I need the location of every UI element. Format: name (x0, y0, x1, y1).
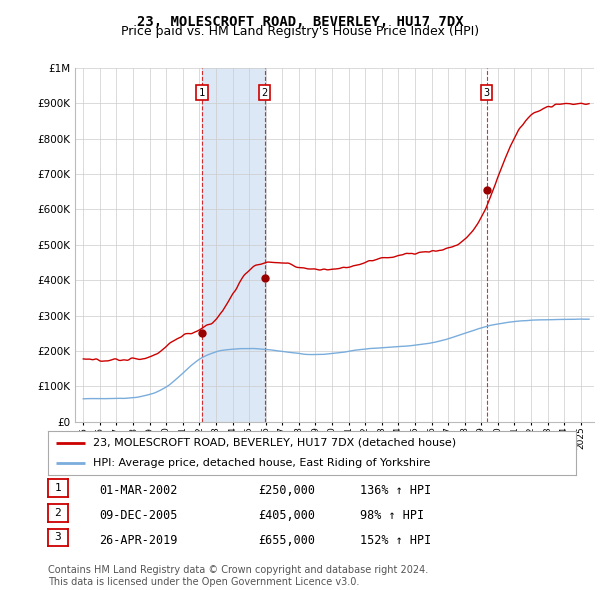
Text: £405,000: £405,000 (258, 509, 315, 522)
Text: 3: 3 (484, 88, 490, 97)
Text: 136% ↑ HPI: 136% ↑ HPI (360, 484, 431, 497)
Text: 2: 2 (262, 88, 268, 97)
Text: Price paid vs. HM Land Registry's House Price Index (HPI): Price paid vs. HM Land Registry's House … (121, 25, 479, 38)
Text: £250,000: £250,000 (258, 484, 315, 497)
Text: 98% ↑ HPI: 98% ↑ HPI (360, 509, 424, 522)
Text: 152% ↑ HPI: 152% ↑ HPI (360, 534, 431, 547)
Text: 1: 1 (55, 483, 61, 493)
Text: 09-DEC-2005: 09-DEC-2005 (99, 509, 178, 522)
Text: £655,000: £655,000 (258, 534, 315, 547)
Text: 2: 2 (55, 508, 61, 517)
Text: 23, MOLESCROFT ROAD, BEVERLEY, HU17 7DX (detached house): 23, MOLESCROFT ROAD, BEVERLEY, HU17 7DX … (93, 438, 456, 448)
Text: Contains HM Land Registry data © Crown copyright and database right 2024.
This d: Contains HM Land Registry data © Crown c… (48, 565, 428, 587)
Text: 23, MOLESCROFT ROAD, BEVERLEY, HU17 7DX: 23, MOLESCROFT ROAD, BEVERLEY, HU17 7DX (137, 15, 463, 29)
Text: 3: 3 (55, 533, 61, 542)
Text: HPI: Average price, detached house, East Riding of Yorkshire: HPI: Average price, detached house, East… (93, 458, 430, 468)
Text: 26-APR-2019: 26-APR-2019 (99, 534, 178, 547)
Text: 01-MAR-2002: 01-MAR-2002 (99, 484, 178, 497)
Text: 1: 1 (199, 88, 205, 97)
Bar (202, 68, 265, 422)
